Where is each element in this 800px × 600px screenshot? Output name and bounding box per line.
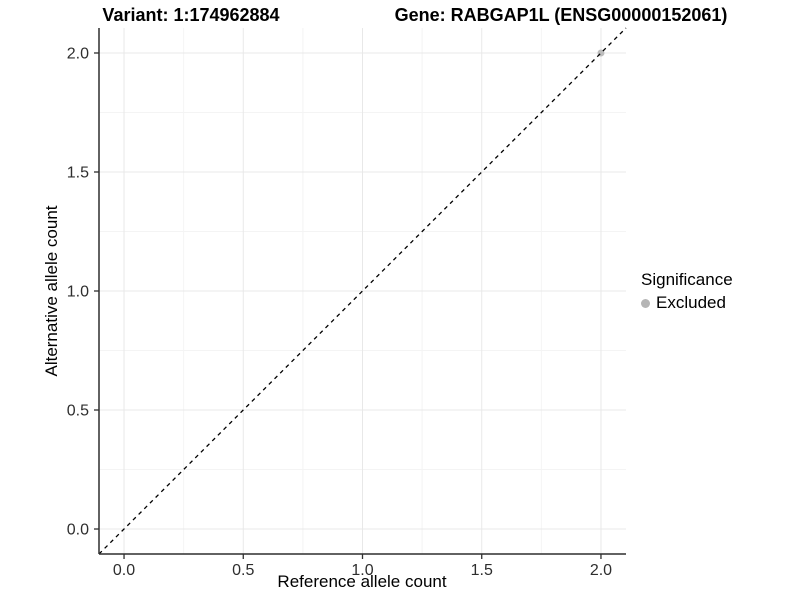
- y-tick-label: 1.0: [67, 284, 89, 301]
- legend-point-icon: [641, 298, 650, 308]
- y-tick-label: 2.0: [67, 45, 89, 62]
- plot-title-gene: Gene: RABGAP1L (ENSG00000152061): [394, 5, 728, 25]
- legend-title: Significance: [641, 270, 733, 289]
- x-tick-label: 2.0: [590, 562, 612, 579]
- y-tick-label: 1.5: [67, 164, 89, 181]
- legend: Significance Excluded: [641, 270, 733, 313]
- y-axis-title: Alternative allele count: [42, 205, 61, 377]
- y-tick-label: 0.0: [67, 522, 89, 539]
- x-tick-label: 1.0: [351, 562, 373, 579]
- x-tick-label: 0.0: [113, 562, 135, 579]
- plot-title-variant: Variant: 1:174962884: [102, 5, 280, 25]
- y-tick-label: 0.5: [67, 403, 89, 420]
- x-tick-label: 0.5: [232, 562, 254, 579]
- x-tick-label: 1.5: [471, 562, 493, 579]
- legend-item-label: Excluded: [656, 293, 726, 312]
- legend-item-excluded: Excluded: [641, 293, 733, 313]
- x-axis-title: Reference allele count: [277, 572, 447, 591]
